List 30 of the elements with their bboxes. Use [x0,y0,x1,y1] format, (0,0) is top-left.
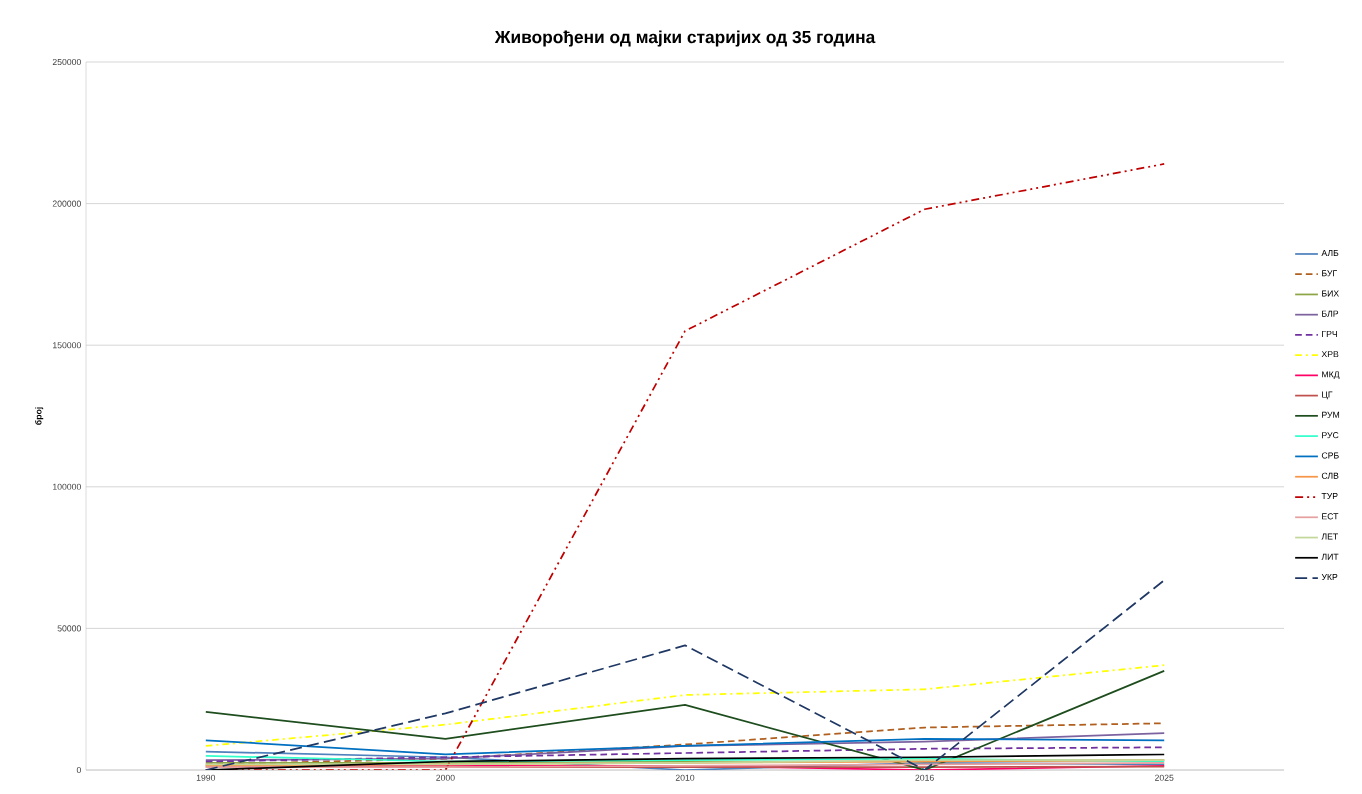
legend-label: ЕСТ [1322,513,1339,520]
legend-label: РУМ [1322,411,1340,418]
y-tick-label: 100000 [53,483,81,490]
legend-label: БУГ [1322,270,1337,277]
y-tick-label: 200000 [52,200,81,207]
y-axis-title: број [35,407,44,425]
legend-label: БИХ [1322,290,1339,297]
legend-label: АЛБ [1321,250,1339,257]
x-tick-label: 2010 [675,774,695,781]
x-tick-label: 2016 [915,774,934,781]
legend-label: УКР [1321,574,1338,581]
y-tick-label: 50000 [57,625,81,632]
legend-label: СЛВ [1321,472,1339,479]
x-tick-label: 2000 [436,774,455,781]
legend-label: ЦГ [1322,391,1333,400]
x-tick-label: 2025 [1155,774,1174,781]
legend-label: ЛЕТ [1321,533,1338,540]
legend-label: ТУР [1321,493,1338,500]
y-tick-label: 150000 [53,342,81,349]
x-tick-label: 1990 [196,774,216,781]
legend-label: СРБ [1321,452,1339,459]
legend-label: ХРВ [1321,351,1339,358]
legend-label: МКД [1322,371,1340,380]
legend-label: ЛИТ [1321,553,1339,560]
legend-label: ГРЧ [1322,330,1337,337]
y-tick-label: 0 [76,766,81,774]
legend-label: РУС [1322,432,1339,439]
legend-label: БЛР [1322,310,1339,317]
chart-title: Живорођени од мајки старијих од 35 година [494,30,876,47]
y-tick-label: 250000 [52,58,81,66]
